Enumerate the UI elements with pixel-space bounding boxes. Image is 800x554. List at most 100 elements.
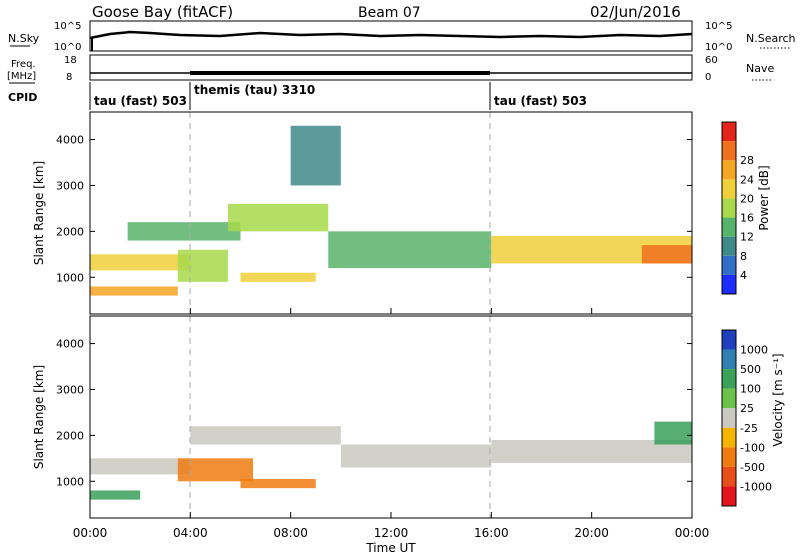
nsearch-tick-top: 10^5 (705, 21, 732, 32)
velocity-band-1 (90, 490, 141, 500)
date-title: 02/Jun/2016 (590, 3, 681, 21)
x-axis-title: Time UT (365, 541, 416, 554)
power-cbar-tick: 28 (740, 154, 754, 167)
power-cbar-swatch (722, 255, 736, 275)
power-colorbar-label: Power [dB] (757, 165, 771, 230)
power-cbar-swatch (722, 160, 736, 180)
power-yticks: 1000 2000 3000 4000 (56, 134, 692, 284)
velocity-colorbar: 1000 500 100 25 -25 -100 -500 -1000 (721, 329, 772, 507)
power-cbar-swatch (722, 217, 736, 237)
xtick-label: 04:00 (173, 526, 208, 540)
velocity-cbar-swatch (722, 427, 736, 448)
xtick-label: 16:00 (474, 526, 509, 540)
velocity-cbar-swatch (722, 466, 736, 487)
velocity-band-5 (340, 444, 492, 468)
power-band-8 (641, 245, 692, 264)
ytick-label: 2000 (56, 225, 84, 238)
power-band-4 (227, 203, 329, 232)
freq-label-2: [MHz] (7, 71, 36, 82)
ytick-label: 1000 (56, 475, 84, 488)
power-cbar-swatch (722, 179, 736, 199)
nave-tick-bottom: 0 (705, 72, 711, 83)
nsky-panel: N.Sky 10^5 10^0 10^5 10^0 N.Search (8, 20, 796, 53)
power-cells (90, 125, 692, 296)
velocity-colorbar-label: Velocity [m s⁻¹] (771, 353, 785, 446)
ytick-label: 3000 (56, 383, 84, 396)
velocity-band-0 (90, 458, 191, 475)
xtick-label: 00:00 (73, 526, 108, 540)
nsky-trace (89, 30, 693, 40)
power-band-5 (240, 272, 316, 282)
velocity-band-7 (654, 421, 692, 445)
power-cbar-swatch (722, 122, 736, 142)
power-cbar-tick: 16 (740, 212, 754, 225)
velocity-cbar-tick: 500 (740, 363, 761, 376)
ytick-label: 4000 (56, 338, 84, 351)
velocity-cbar-swatch (722, 330, 736, 350)
velocity-cbar-tick: -500 (740, 461, 765, 474)
nave-tick-top: 60 (705, 55, 718, 66)
power-band-3 (177, 249, 228, 282)
nave-label: Nave (746, 62, 774, 75)
freq-tick-top: 18 (64, 55, 77, 66)
power-band-1 (90, 286, 178, 296)
xtick-label: 12:00 (374, 526, 409, 540)
x-axis-ticks: 00:00 04:00 08:00 12:00 16:00 20:00 00:00 (73, 308, 710, 540)
velocity-band-3 (240, 478, 316, 489)
ytick-label: 1000 (56, 271, 84, 284)
velocity-panel: 1000 2000 3000 4000 Slant Range [km] (32, 315, 693, 519)
power-cbar-swatch (722, 236, 736, 256)
power-cbar-tick: 12 (740, 231, 754, 244)
power-panel: 1000 2000 3000 4000 Slant Range [km] (32, 111, 693, 315)
velocity-cbar-tick: -100 (740, 441, 765, 454)
nsearch-label: N.Search (746, 32, 796, 45)
xtick-label: 08:00 (273, 526, 308, 540)
power-cbar-swatch (722, 198, 736, 218)
velocity-cbar-swatch (722, 369, 736, 389)
nsky-tick-bottom: 10^0 (54, 42, 81, 53)
cpid-panel: CPID tau (fast) 503 themis (tau) 3310 ta… (8, 82, 587, 110)
power-cbar-frame (721, 121, 737, 295)
velocity-band-4 (190, 426, 341, 445)
nsky-tick-top: 10^5 (54, 21, 81, 32)
power-cbar-swatch (722, 274, 736, 294)
power-cbar-tick: 4 (740, 269, 747, 282)
cpid-segment-2: themis (tau) 3310 (194, 83, 315, 97)
power-band-6 (328, 231, 492, 269)
ytick-label: 4000 (56, 134, 84, 147)
xtick-label: 00:00 (675, 526, 710, 540)
velocity-band-2 (177, 458, 254, 482)
power-cbar-tick: 20 (740, 192, 754, 205)
velocity-cbar-swatch (722, 349, 736, 370)
velocity-cbar-swatch (722, 447, 736, 467)
station-title: Goose Bay (fitACF) (92, 3, 233, 21)
velocity-plot-bg (90, 316, 692, 518)
velocity-ylabel: Slant Range [km] (32, 365, 46, 469)
velocity-cbar-swatch (722, 486, 736, 506)
power-cbar-tick: 24 (740, 173, 754, 186)
velocity-cbar-tick: -1000 (740, 480, 772, 493)
power-band-0 (90, 254, 191, 271)
velocity-cbar-swatch (722, 388, 736, 409)
velocity-cbar-swatch (722, 408, 736, 428)
cpid-label: CPID (8, 91, 37, 104)
velocity-yticks: 1000 2000 3000 4000 (56, 338, 692, 488)
velocity-cells (90, 421, 692, 500)
ytick-label: 3000 (56, 179, 84, 192)
freq-panel: Freq. [MHz] 18 8 60 0 Nave (7, 54, 774, 83)
power-ylabel: Slant Range [km] (32, 161, 46, 265)
power-plot-bg (90, 112, 692, 314)
beam-title: Beam 07 (358, 5, 421, 21)
xtick-label: 20:00 (574, 526, 609, 540)
power-band-9 (290, 125, 341, 186)
freq-label-1: Freq. (11, 59, 36, 70)
cpid-segment-3: tau (fast) 503 (494, 94, 587, 108)
nsky-label: N.Sky (8, 32, 40, 45)
cpid-segment-1: tau (fast) 503 (94, 94, 187, 108)
velocity-cbar-frame (721, 329, 737, 507)
power-cbar-tick: 8 (740, 250, 747, 263)
nsearch-tick-bottom: 10^0 (705, 42, 732, 53)
velocity-cbar-tick: 25 (740, 402, 754, 415)
power-band-2 (127, 222, 241, 241)
